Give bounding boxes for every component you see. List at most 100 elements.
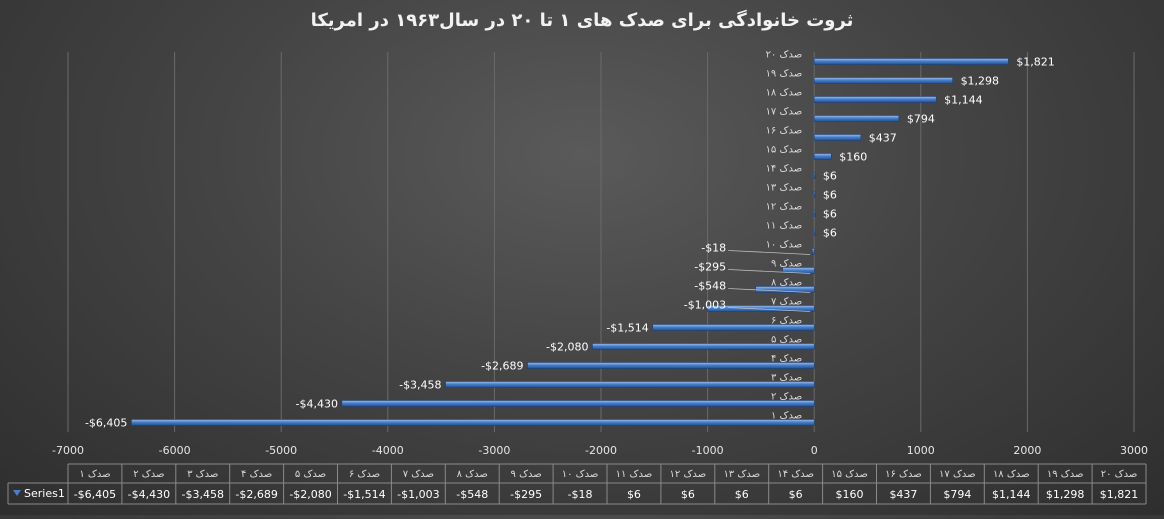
table-value-cell: $6 [627, 488, 641, 501]
table-value-cell: -$1,003 [397, 488, 439, 501]
table-value-cell: -$4,430 [128, 488, 170, 501]
category-label: صدک ۲ [771, 392, 802, 403]
data-label: $6 [823, 170, 837, 183]
leader-line [728, 307, 811, 312]
category-label: صدک ۳ [771, 373, 802, 384]
data-labels: -$6,405 -$4,430 -$3,458 -$2,689 -$2,080 -$1,5… [85, 56, 1055, 430]
bar [445, 381, 815, 388]
table-header-cell: صدک ۱۰ [562, 469, 599, 480]
table-value-cell: -$2,080 [289, 488, 331, 501]
table-header-cell: صدک ۲۰ [1101, 469, 1138, 480]
category-label: صدک ۱۰ [766, 240, 803, 251]
leader-line [728, 250, 811, 255]
table-value-cell: $1,821 [1100, 488, 1139, 501]
data-label: $160 [839, 151, 867, 164]
table-header-cell: صدک ۱۲ [670, 469, 707, 480]
data-label: $794 [907, 113, 935, 126]
x-tick-label: 0 [811, 444, 818, 457]
table-header-cell: صدک ۱۷ [939, 469, 976, 480]
category-label: صدک ۱۷ [766, 107, 803, 118]
leader-line [728, 269, 811, 274]
x-tick-label: 3000 [1120, 444, 1148, 457]
table-value-cell: $1,144 [992, 488, 1031, 501]
bar [131, 419, 815, 426]
table-value-cell: $1,298 [1046, 488, 1085, 501]
bar [782, 267, 815, 274]
table-header-cell: صدک ۱۳ [723, 469, 760, 480]
category-label: صدک ۱۹ [766, 69, 803, 80]
data-label: -$6,405 [85, 417, 127, 430]
table-header-cell: صدک ۱۵ [831, 469, 868, 480]
table-header-cell: صدک ۶ [349, 469, 380, 480]
data-label: -$548 [694, 280, 726, 293]
table-header-cell: صدک ۷ [403, 469, 434, 480]
table-header-cell: صدک ۳ [187, 469, 218, 480]
table-header-cell: صدک ۹ [511, 469, 542, 480]
table-value-cell: -$3,458 [182, 488, 224, 501]
leader-line [728, 288, 811, 293]
x-tick-label: 2000 [1013, 444, 1041, 457]
x-tick-label: -5000 [265, 444, 297, 457]
bar [592, 343, 815, 350]
table-value-cell: -$2,689 [235, 488, 277, 501]
legend-key [13, 490, 21, 496]
data-label: -$18 [701, 242, 726, 255]
chart-title: ثروت خانوادگی برای صدک های ۱ تا ۲۰ در سا… [311, 9, 854, 31]
gridlines [67, 52, 1135, 432]
category-label: صدک ۶ [771, 316, 802, 327]
bar [813, 115, 900, 122]
table-value-cell: -$18 [568, 488, 593, 501]
x-tick-label: -1000 [692, 444, 724, 457]
table-header-cell: صدک ۱۹ [1047, 469, 1084, 480]
series-name: Series1 [24, 487, 65, 500]
category-label: صدک ۱۳ [766, 183, 803, 194]
data-label: -$2,689 [481, 360, 523, 373]
category-label: صدک ۱۱ [766, 221, 803, 232]
x-axis-ticks: -7000 -6000 -5000 -4000 -3000 -2000 -1000 0 1000… [52, 444, 1148, 457]
data-label: -$3,458 [399, 379, 441, 392]
category-label: صدک ۱۲ [766, 202, 803, 213]
table-value-cell: -$6,405 [74, 488, 116, 501]
data-label: -$4,430 [295, 398, 337, 411]
table-header-cell: صدک ۱۶ [885, 469, 922, 480]
category-label: صدک ۹ [771, 259, 802, 270]
table-value-cell: $794 [943, 488, 971, 501]
x-tick-label: 1000 [907, 444, 935, 457]
data-label: $1,144 [944, 94, 983, 107]
data-label: -$1,514 [606, 322, 648, 335]
data-label: $6 [823, 208, 837, 221]
table-header-cell: صدک ۵ [295, 469, 326, 480]
x-tick-label: -4000 [372, 444, 404, 457]
category-label: صدک ۵ [771, 335, 802, 346]
data-label: $1,298 [961, 75, 1000, 88]
data-label: -$295 [694, 261, 726, 274]
category-label: صدک ۲۰ [766, 50, 803, 61]
table-value-cell: $6 [735, 488, 749, 501]
bar [707, 305, 815, 312]
table-header-cell: صدک ۲ [133, 469, 164, 480]
table-header-cell: صدک ۱۸ [993, 469, 1030, 480]
bar [813, 58, 1009, 65]
bar [813, 153, 832, 160]
bar [813, 229, 816, 236]
category-label: صدک ۱۶ [766, 126, 803, 137]
data-label: $437 [869, 132, 897, 145]
table-header-cell: صدک ۴ [241, 469, 272, 480]
table-value-cell: $6 [681, 488, 695, 501]
category-label: صدک ۷ [771, 297, 802, 308]
category-labels: صدک ۱ صدک ۲ صدک ۳ صدک ۴ صدک ۵ صدک ۶ صدک ۷ صدک ۸… [766, 50, 803, 422]
category-label: صدک ۱ [771, 411, 802, 422]
data-label: -$2,080 [546, 341, 588, 354]
bar [527, 362, 815, 369]
x-tick-label: -6000 [159, 444, 191, 457]
data-label: $6 [823, 189, 837, 202]
category-label: صدک ۱۸ [766, 88, 803, 99]
bar [813, 210, 816, 217]
bar [341, 400, 815, 407]
data-label: $6 [823, 227, 837, 240]
table-value-cell: -$548 [456, 488, 488, 501]
table-header-cell: صدک ۱۱ [616, 469, 653, 480]
table-value-cell: -$295 [510, 488, 542, 501]
